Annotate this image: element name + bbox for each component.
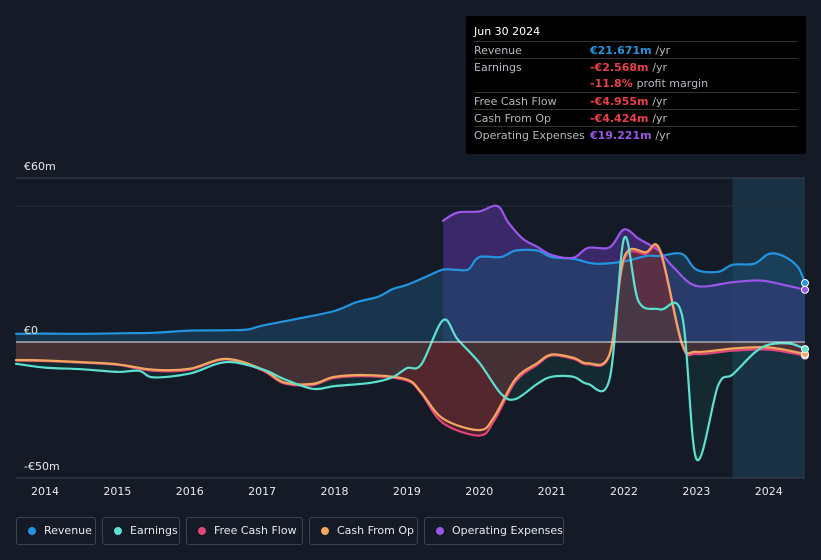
tooltip-date: Jun 30 2024 <box>474 25 541 38</box>
tooltip-value: €19.221m /yr <box>590 129 671 142</box>
legend-label: Operating Expenses <box>452 524 563 537</box>
x-tick-label: 2023 <box>682 485 710 498</box>
area-fcf <box>16 245 805 436</box>
line-revenue <box>14 248 807 335</box>
legend-dot-icon <box>198 527 206 535</box>
x-tick-label: 2014 <box>31 485 59 498</box>
legend-dot-icon <box>28 527 36 535</box>
legend-label: Cash From Op <box>337 524 415 537</box>
tooltip-label: Cash From Op <box>474 112 552 125</box>
y-axis-label: €60m <box>24 160 56 173</box>
endpoint-opex <box>801 285 809 294</box>
x-tick-label: 2020 <box>465 485 493 498</box>
legend-dot-icon <box>321 527 329 535</box>
tooltip-value: -11.8% profit margin <box>590 77 709 90</box>
x-tick-label: 2017 <box>248 485 276 498</box>
tooltip-panel: Jun 30 2024 Revenue €21.671m /yr Earnings -… <box>466 16 806 154</box>
area-cfo <box>16 244 805 431</box>
tooltip-unit: /yr <box>652 95 668 108</box>
legend-dot-icon <box>114 527 122 535</box>
tooltip-row: Operating Expenses €19.221m /yr <box>474 126 798 144</box>
y-axis-label: -€50m <box>24 460 60 473</box>
x-tick-label: 2024 <box>755 485 783 498</box>
x-tick-label: 2022 <box>610 485 638 498</box>
tooltip-unit: profit margin <box>636 77 709 90</box>
endpoint-revenue <box>801 278 809 287</box>
y-axis-label: €0 <box>24 324 38 337</box>
legend-item-revenue[interactable]: Revenue <box>16 517 96 545</box>
line-earnings <box>14 235 807 462</box>
legend-label: Free Cash Flow <box>214 524 297 537</box>
legend-item-free-cash-flow[interactable]: Free Cash Flow <box>186 517 303 545</box>
x-tick-label: 2021 <box>538 485 566 498</box>
x-tick-label: 2018 <box>320 485 348 498</box>
area-earnings <box>16 236 805 461</box>
tooltip-label: Free Cash Flow <box>474 95 557 108</box>
tooltip-unit: /yr <box>655 129 671 142</box>
x-tick-label: 2015 <box>103 485 131 498</box>
area-revenue <box>16 249 805 342</box>
tooltip-label: Operating Expenses <box>474 129 585 142</box>
endpoint-earnings <box>801 345 809 354</box>
legend-dot-icon <box>436 527 444 535</box>
tooltip-unit: /yr <box>655 44 671 57</box>
tooltip-unit: /yr <box>652 61 668 74</box>
tooltip-value: -€4.955m /yr <box>590 95 668 108</box>
line-cfo <box>14 243 807 432</box>
legend-label: Revenue <box>44 524 92 537</box>
tooltip-row: Cash From Op -€4.424m /yr <box>474 109 798 127</box>
tooltip-row: Free Cash Flow -€4.955m /yr <box>474 92 798 110</box>
x-tick-label: 2019 <box>393 485 421 498</box>
tooltip-unit: /yr <box>652 112 668 125</box>
tooltip-row: Revenue €21.671m /yr <box>474 41 798 59</box>
tooltip-label: Earnings <box>474 61 522 74</box>
x-tick-label: 2016 <box>176 485 204 498</box>
legend-item-operating-expenses[interactable]: Operating Expenses <box>424 517 564 545</box>
line-opex <box>442 204 807 291</box>
tooltip-value: -€2.568m /yr <box>590 61 668 74</box>
legend-item-cash-from-op[interactable]: Cash From Op <box>309 517 418 545</box>
legend-item-earnings[interactable]: Earnings <box>102 517 180 545</box>
tooltip-row: -11.8% profit margin <box>474 75 798 92</box>
tooltip-row: Earnings -€2.568m /yr <box>474 58 798 76</box>
tooltip-value: €21.671m /yr <box>590 44 671 57</box>
legend-label: Earnings <box>130 524 178 537</box>
tooltip-value: -€4.424m /yr <box>590 112 668 125</box>
tooltip-label: Revenue <box>474 44 522 57</box>
